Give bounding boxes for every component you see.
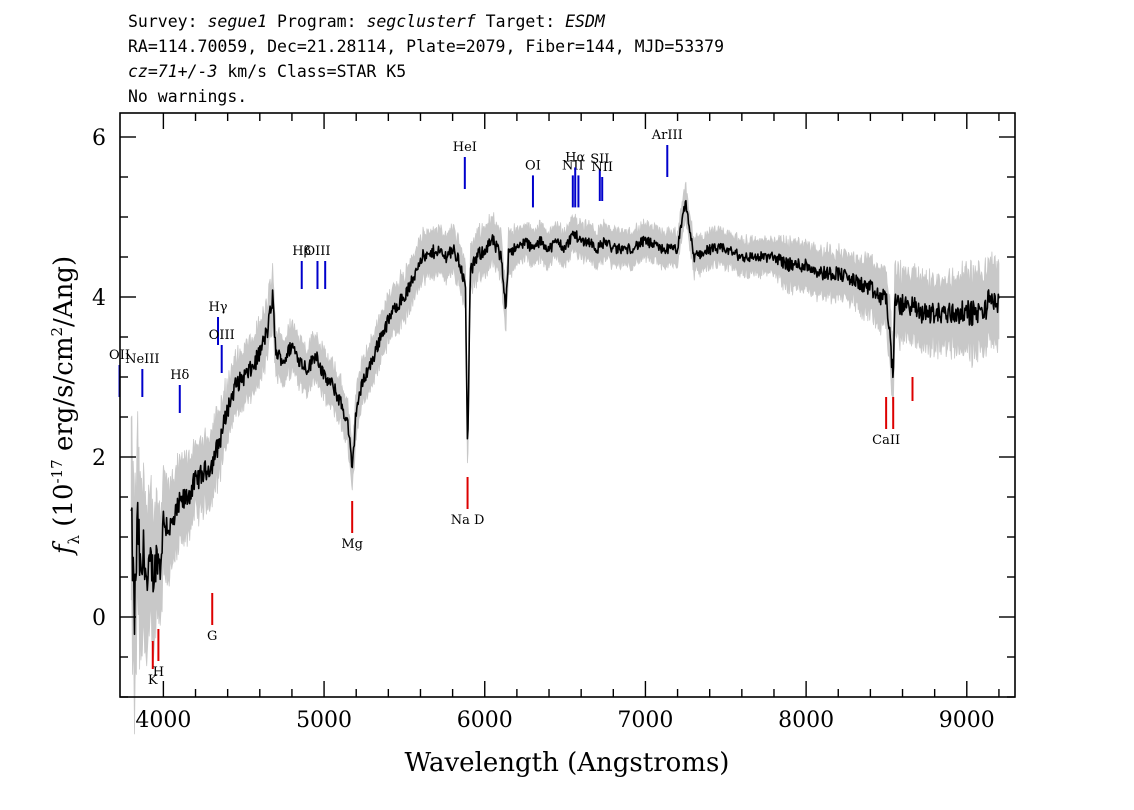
absorption-label-2: G: [207, 629, 217, 644]
y-axis-title: fλ (10-17 erg/s/cm2/Ang): [48, 256, 83, 556]
emission-label-8: HeI: [453, 140, 477, 155]
emission-label-10: NII: [562, 158, 584, 173]
y-axis-title-exp: -17: [48, 459, 66, 483]
class-info: km/s Class=STAR K5: [217, 62, 407, 81]
emission-label-2: Hδ: [170, 368, 189, 383]
flux-group: [130, 199, 1000, 636]
program-prefix: Program:: [267, 12, 367, 31]
error-band-group: [130, 181, 1000, 735]
x-tick-label: 7000: [617, 708, 673, 733]
cz-value: cz=71+/-3: [128, 62, 218, 81]
y-tick-label: 4: [92, 286, 106, 311]
emission-label-1: NeIII: [125, 352, 159, 367]
x-tick-label: 4000: [135, 708, 191, 733]
y-axis-title-sq: 2: [48, 327, 66, 337]
emission-label-4: OIII: [209, 328, 235, 343]
y-axis-title-unit-c: /Ang): [49, 256, 79, 327]
emission-label-15: ArIII: [651, 128, 683, 143]
survey-value: segue1: [207, 12, 268, 31]
y-axis-title-unit-a: (10: [49, 483, 79, 535]
x-tick-label: 8000: [778, 708, 834, 733]
target-value: ESDM: [565, 12, 605, 31]
plot-frame: [119, 112, 1016, 698]
program-value: segclusterf: [366, 12, 476, 31]
x-axis-title: Wavelength (Angstroms): [405, 748, 730, 778]
y-tick-label: 0: [92, 606, 106, 631]
emission-label-5: Hβ: [292, 244, 311, 259]
emission-label-6: OIII: [304, 244, 330, 259]
header-line-4: No warnings.: [128, 87, 248, 106]
flux-line: [130, 199, 1000, 636]
x-tick-label: 5000: [296, 708, 352, 733]
y-tick-label: 2: [92, 446, 106, 471]
absorption-label-1: H: [153, 665, 164, 680]
y-axis-title-sub: λ: [65, 534, 83, 544]
absorption-label-0: K: [148, 673, 158, 688]
emission-label-14: NII: [591, 160, 613, 175]
absorption-label-5: CaII: [872, 433, 900, 448]
emission-label-13: SII: [590, 152, 609, 167]
error-band: [130, 181, 1000, 735]
x-tick-label: 6000: [457, 708, 513, 733]
y-tick-label: 6: [92, 126, 106, 151]
header-line-3: cz=71+/-3 km/s Class=STAR K5: [128, 62, 406, 81]
emission-label-9: OI: [525, 158, 541, 173]
absorption-label-4: Na D: [451, 513, 485, 528]
survey-prefix: Survey:: [128, 12, 208, 31]
header-line-2: RA=114.70059, Dec=21.28114, Plate=2079, …: [128, 37, 725, 56]
x-tick-label: 9000: [939, 708, 995, 733]
header-line-1: Survey: segue1 Program: segclusterf Targ…: [128, 12, 605, 31]
y-axis-title-unit-b: erg/s/cm: [49, 337, 79, 460]
absorption-label-3: Mg: [341, 537, 363, 552]
axis-ticks-group: 4000 5000 6000 7000 8000 9000 0 2 4 6: [92, 113, 1015, 733]
emission-label-3: Hγ: [208, 300, 227, 315]
target-prefix: Target:: [475, 12, 566, 31]
emission-label-11: Hα: [565, 150, 585, 165]
